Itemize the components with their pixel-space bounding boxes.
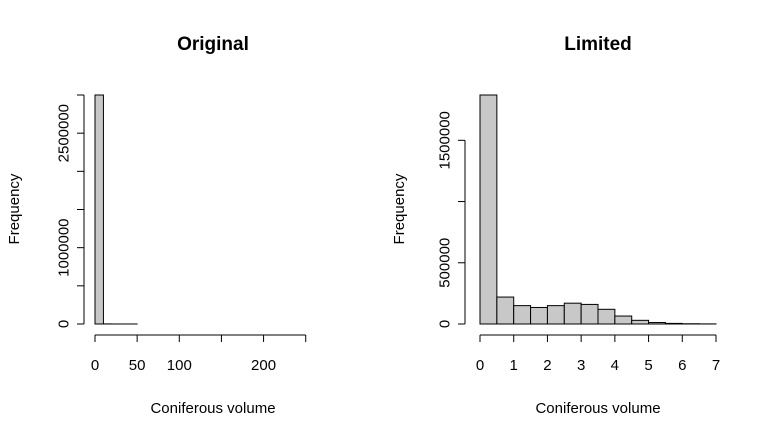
y-tick-label: 2500000 xyxy=(56,104,73,162)
bar xyxy=(648,322,666,325)
x-tick-label: 1 xyxy=(510,357,518,374)
chart-title: Original xyxy=(177,34,249,55)
y-tick-label: 0 xyxy=(437,320,454,328)
x-axis-label: Coniferous volume xyxy=(535,400,660,417)
x-axis: 0 1 2 3 4 5 6 7 xyxy=(476,334,720,374)
x-axis-label: Coniferous volume xyxy=(150,400,275,417)
x-tick-label: 200 xyxy=(251,357,276,374)
bar xyxy=(631,319,650,325)
x-tick-label: 2 xyxy=(543,357,551,374)
bar xyxy=(580,303,599,325)
bar xyxy=(496,296,515,325)
bar xyxy=(614,315,633,325)
x-tick-label: 100 xyxy=(167,357,192,374)
x-tick-label: 5 xyxy=(644,357,652,374)
y-axis-label: Frequency xyxy=(391,173,408,244)
y-tick-label: 1000000 xyxy=(56,218,73,276)
bar xyxy=(479,94,498,325)
bar xyxy=(597,308,616,325)
x-tick-label: 6 xyxy=(678,357,686,374)
x-tick-label: 0 xyxy=(91,357,99,374)
histogram-original: Original Coniferous volume Frequency 0 50… xyxy=(6,34,307,417)
x-axis: 0 50 100 200 xyxy=(91,334,307,374)
x-tick-label: 3 xyxy=(577,357,585,374)
y-tick-label: 500000 xyxy=(437,238,454,288)
x-tick-label: 50 xyxy=(129,357,146,374)
y-axis-label: Frequency xyxy=(6,173,23,244)
bar xyxy=(513,305,532,325)
bar xyxy=(563,302,582,325)
bar xyxy=(530,306,548,325)
chart-title: Limited xyxy=(564,34,632,55)
histogram-limited: Limited Coniferous volume Frequency 0 1 2 3… xyxy=(391,34,720,417)
y-tick-label: 1500000 xyxy=(437,111,454,169)
bar xyxy=(546,305,565,325)
bars xyxy=(479,94,717,325)
bar xyxy=(94,94,104,325)
x-tick-label: 4 xyxy=(611,357,619,374)
y-axis: 0 1000000 2500000 xyxy=(56,94,85,328)
y-axis: 0 500000 1500000 xyxy=(437,111,466,328)
x-tick-label: 0 xyxy=(476,357,484,374)
x-tick-label: 7 xyxy=(712,357,720,374)
y-tick-label: 0 xyxy=(56,320,73,328)
bars xyxy=(94,94,138,325)
bar xyxy=(664,322,683,325)
